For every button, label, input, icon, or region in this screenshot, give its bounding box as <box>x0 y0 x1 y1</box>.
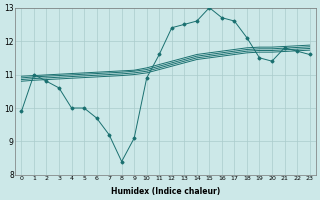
X-axis label: Humidex (Indice chaleur): Humidex (Indice chaleur) <box>111 187 220 196</box>
